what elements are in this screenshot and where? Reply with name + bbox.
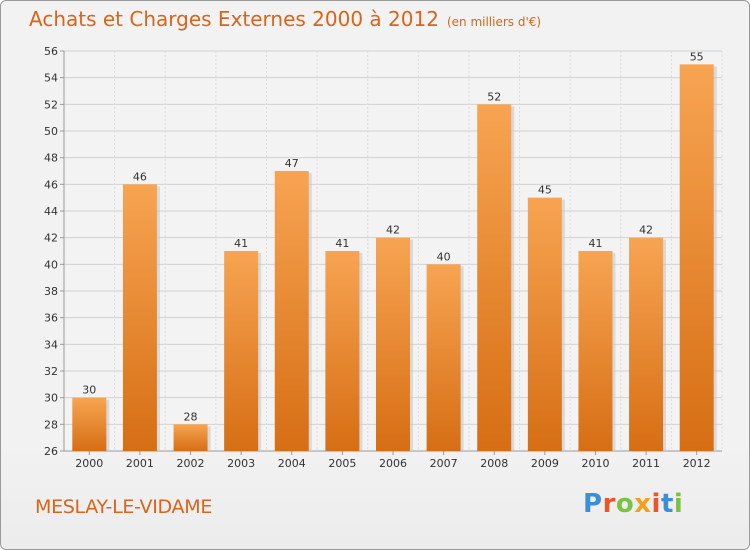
x-tick-label-2001: 2001: [126, 457, 154, 470]
x-tick-label-2009: 2009: [531, 457, 559, 470]
y-tick-label: 46: [44, 178, 58, 191]
chart-subtitle: (en milliers d'€): [446, 15, 542, 29]
y-tick-label: 40: [44, 258, 58, 271]
x-tick-label-2006: 2006: [379, 457, 407, 470]
y-tick-label: 34: [44, 338, 58, 351]
bar-2011: [629, 237, 664, 451]
proxiti-logo[interactable]: Proxiti: [583, 489, 683, 519]
logo-letter: r: [602, 489, 616, 519]
data-label-2002: 28: [184, 410, 198, 423]
data-label-2000: 30: [82, 384, 96, 397]
bar-2004: [274, 171, 309, 451]
logo-letter: x: [634, 489, 652, 519]
y-tick-label: 30: [44, 392, 58, 405]
label-layer: 30 46 28 41 47 41 42 40 52 45 41 42 55: [82, 50, 703, 423]
bar-2007: [426, 264, 461, 451]
bar-2002: [173, 424, 208, 451]
y-tick-label: 48: [44, 152, 58, 165]
x-tick-label-2000: 2000: [75, 457, 103, 470]
x-tick-label-2012: 2012: [683, 457, 711, 470]
y-tick-label: 44: [44, 205, 58, 218]
y-tick-label: 52: [44, 98, 58, 111]
data-label-2010: 41: [588, 237, 602, 250]
logo-letter: P: [583, 489, 603, 519]
data-label-2012: 55: [690, 50, 704, 63]
y-tick-label: 38: [44, 285, 58, 298]
y-tick-label: 42: [44, 232, 58, 245]
bar-2003: [224, 251, 259, 451]
y-tick-label: 54: [44, 72, 58, 85]
y-tick-label: 56: [44, 45, 58, 58]
data-label-2009: 45: [538, 184, 552, 197]
x-tick-label-2005: 2005: [328, 457, 356, 470]
logo-letter: i: [673, 489, 684, 519]
data-label-2001: 46: [133, 170, 147, 183]
x-tick-label-2008: 2008: [480, 457, 508, 470]
y-tick-label: 32: [44, 365, 58, 378]
x-tick-label-2004: 2004: [278, 457, 306, 470]
data-label-2004: 47: [285, 157, 299, 170]
bar-2005: [325, 251, 360, 451]
bar-2001: [122, 184, 157, 452]
logo-letter: o: [615, 489, 635, 519]
data-label-2011: 42: [639, 224, 653, 237]
logo-letter: t: [660, 489, 674, 519]
bar-2008: [477, 104, 512, 451]
y-tick-label: 26: [44, 445, 58, 458]
x-tick-label-2002: 2002: [177, 457, 205, 470]
data-label-2006: 42: [386, 224, 400, 237]
x-tick-label-2010: 2010: [581, 457, 609, 470]
x-tick-label-2011: 2011: [632, 457, 660, 470]
logo-letter: i: [651, 489, 661, 519]
bar-layer: [72, 64, 717, 452]
y-tick-label: 28: [44, 418, 58, 431]
bar-2000: [72, 397, 107, 451]
bar-2012: [679, 64, 714, 452]
chart-title-text: Achats et Charges Externes 2000 à 2012: [29, 7, 439, 31]
y-tick-label: 50: [44, 125, 58, 138]
commune-name: MESLAY-LE-VIDAME: [35, 496, 213, 518]
chart-title: Achats et Charges Externes 2000 à 2012 (e…: [29, 7, 541, 31]
data-label-2007: 40: [437, 250, 451, 263]
x-tick-label-2003: 2003: [227, 457, 255, 470]
bar-2009: [527, 197, 562, 451]
data-label-2003: 41: [234, 237, 248, 250]
bar-2006: [376, 237, 410, 451]
y-tick-label: 36: [44, 312, 58, 325]
x-tick-label-2007: 2007: [430, 457, 458, 470]
data-label-2008: 52: [487, 90, 501, 103]
bar-2010: [578, 251, 613, 451]
data-label-2005: 41: [335, 237, 349, 250]
